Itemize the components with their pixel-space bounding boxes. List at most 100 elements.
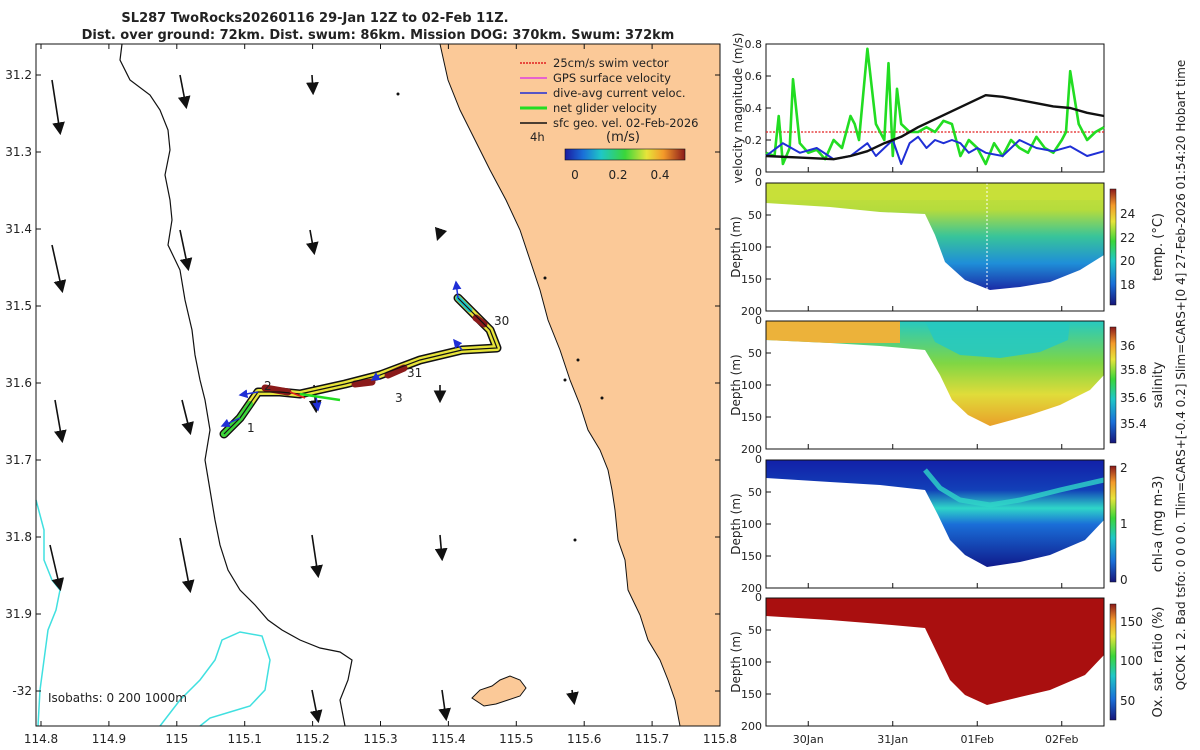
chla-ylabel: Depth (m)	[729, 493, 743, 554]
section-axes: 0501001502000501001502000501001502000501…	[741, 167, 1078, 746]
ox-cbar-tick: 100	[1120, 654, 1143, 668]
sal-cbar-tick: 35.6	[1120, 391, 1147, 405]
ox-colorbar	[1109, 603, 1117, 721]
colorbar-tick-02: 0.2	[608, 168, 627, 182]
map-ytick-label: 31.7	[5, 453, 32, 467]
temp-ylabel: Depth (m)	[729, 216, 743, 277]
speed-colorbar	[564, 148, 686, 161]
header-line1: SL287 TwoRocks20260116 29-Jan 12Z to 02-…	[121, 11, 508, 26]
vel-series-cumulative-black-	[765, 93, 1105, 161]
depth-tick-label: 0	[755, 314, 762, 327]
temp-cbar-tick: 22	[1120, 231, 1135, 245]
map-xtick-label: 115.5	[499, 732, 533, 746]
map-legend: 25cm/s swim vector GPS surface velocity …	[520, 56, 699, 182]
map-ytick-label: 31.2	[5, 68, 32, 82]
reef-dot	[576, 358, 580, 362]
sal-cbar-tick: 36	[1120, 339, 1135, 353]
isobath-1000m-b	[159, 631, 271, 727]
chla-cbar-tick: 2	[1120, 461, 1128, 475]
depth-tick-label: 150	[741, 411, 762, 424]
depth-tick-label: 50	[748, 347, 762, 360]
ox-cbar-tick: 50	[1120, 694, 1135, 708]
isobath-1000m-a	[35, 499, 61, 727]
vel-ytick-label: 0	[755, 166, 762, 179]
legend-label-swim: 25cm/s swim vector	[553, 56, 669, 70]
vel-ytick-label: 0.6	[745, 70, 763, 83]
depth-tick-label: 200	[741, 720, 762, 733]
depth-tick-label: 100	[741, 379, 762, 392]
map-ytick-label: 31.5	[5, 299, 32, 313]
sal-ylabel: Depth (m)	[729, 354, 743, 415]
sal-cbar-tick: 35.8	[1120, 363, 1147, 377]
colorbar-unit: (m/s)	[606, 130, 640, 145]
track-label-3: 3	[395, 391, 403, 405]
temp-cbar-tick: 18	[1120, 278, 1135, 292]
temp-colorbar	[1109, 188, 1117, 306]
sal-cbar-label: salinity	[1151, 361, 1166, 408]
depth-tick-label: 200	[741, 305, 762, 318]
map-xtick-label: 115.8	[703, 732, 737, 746]
chla-cbar-tick: 0	[1120, 573, 1128, 587]
ox-cbar-label: Ox. sat. ratio (%)	[1151, 607, 1166, 718]
depth-tick-label: 0	[755, 453, 762, 466]
time-tick-label: 31Jan	[877, 733, 908, 746]
ox-cbar-tick: 150	[1120, 615, 1143, 629]
reef-dot	[573, 538, 577, 542]
header-line2: Dist. over ground: 72km. Dist. swum: 86k…	[82, 28, 675, 43]
track-fast-segment	[261, 384, 292, 396]
legend-4h: 4h	[530, 130, 545, 144]
map-xtick-label: 114.9	[92, 732, 126, 746]
track-fast-segment	[351, 378, 376, 388]
map-ytick-label: 31.8	[5, 530, 32, 544]
ox-field	[766, 598, 1104, 705]
depth-tick-label: 50	[748, 486, 762, 499]
isobath-200m	[119, 43, 353, 727]
map-xtick-label: 115.7	[635, 732, 669, 746]
map-ytick-label: -32	[12, 684, 32, 698]
colorbar-tick-0: 0	[571, 168, 579, 182]
depth-tick-label: 50	[748, 209, 762, 222]
temperature-section: 24 22 20 18 temp. (°C) Depth (m)	[729, 182, 1166, 312]
time-tick-label: 01Feb	[961, 733, 994, 746]
chla-cbar-tick: 1	[1120, 517, 1128, 531]
map-xtick-label: 114.8	[24, 732, 58, 746]
legend-label-gps: GPS surface velocity	[553, 71, 671, 85]
map-ytick-label: 31.6	[5, 376, 32, 390]
land-area	[439, 43, 721, 727]
depth-tick-label: 100	[741, 518, 762, 531]
depth-tick-label: 150	[741, 550, 762, 563]
depth-tick-label: 0	[755, 176, 762, 189]
salinity-section: 36 35.8 35.6 35.4 salinity Depth (m)	[729, 320, 1166, 450]
track-label-2: 2	[264, 379, 272, 393]
velocity-ylabel: velocity magnitude (m/s)	[731, 33, 745, 184]
map-panel: 30 31 2 3 1 Isobaths: 0 200 1000m 25cm/s…	[5, 43, 737, 746]
velocity-panel: 0 0.2 0.4 0.6 0.8 velocity magnitude (m/s)	[731, 33, 1105, 184]
oxygen-section: 150 100 50 Ox. sat. ratio (%) Depth (m)	[729, 597, 1166, 727]
map-xtick-label: 115	[165, 732, 188, 746]
isobaths-label: Isobaths: 0 200 1000m	[48, 691, 187, 705]
depth-tick-label: 150	[741, 688, 762, 701]
temp-upper-band	[766, 183, 1104, 200]
time-tick-label: 02Feb	[1045, 733, 1078, 746]
ox-ylabel: Depth (m)	[729, 631, 743, 692]
track-label-1: 1	[247, 421, 255, 435]
map-frame	[35, 43, 721, 727]
glider-track	[219, 280, 502, 439]
vel-ytick-label: 0.2	[745, 134, 763, 147]
colorbar-tick-04: 0.4	[650, 168, 669, 182]
track-label-30: 30	[494, 314, 509, 328]
temp-cbar-tick: 20	[1120, 254, 1135, 268]
reef-dot	[600, 396, 604, 400]
depth-tick-label: 200	[741, 443, 762, 456]
reef-dot	[543, 276, 547, 280]
depth-tick-label: 0	[755, 591, 762, 604]
depth-tick-label: 50	[748, 624, 762, 637]
sal-core	[925, 321, 1070, 358]
legend-label-dive: dive-avg current veloc.	[553, 86, 686, 100]
velocity-series	[765, 47, 1105, 166]
map-xtick-label: 115.1	[228, 732, 262, 746]
map-xtick-label: 115.6	[567, 732, 601, 746]
track-label-31: 31	[407, 366, 422, 380]
map-xtick-label: 115.4	[431, 732, 465, 746]
